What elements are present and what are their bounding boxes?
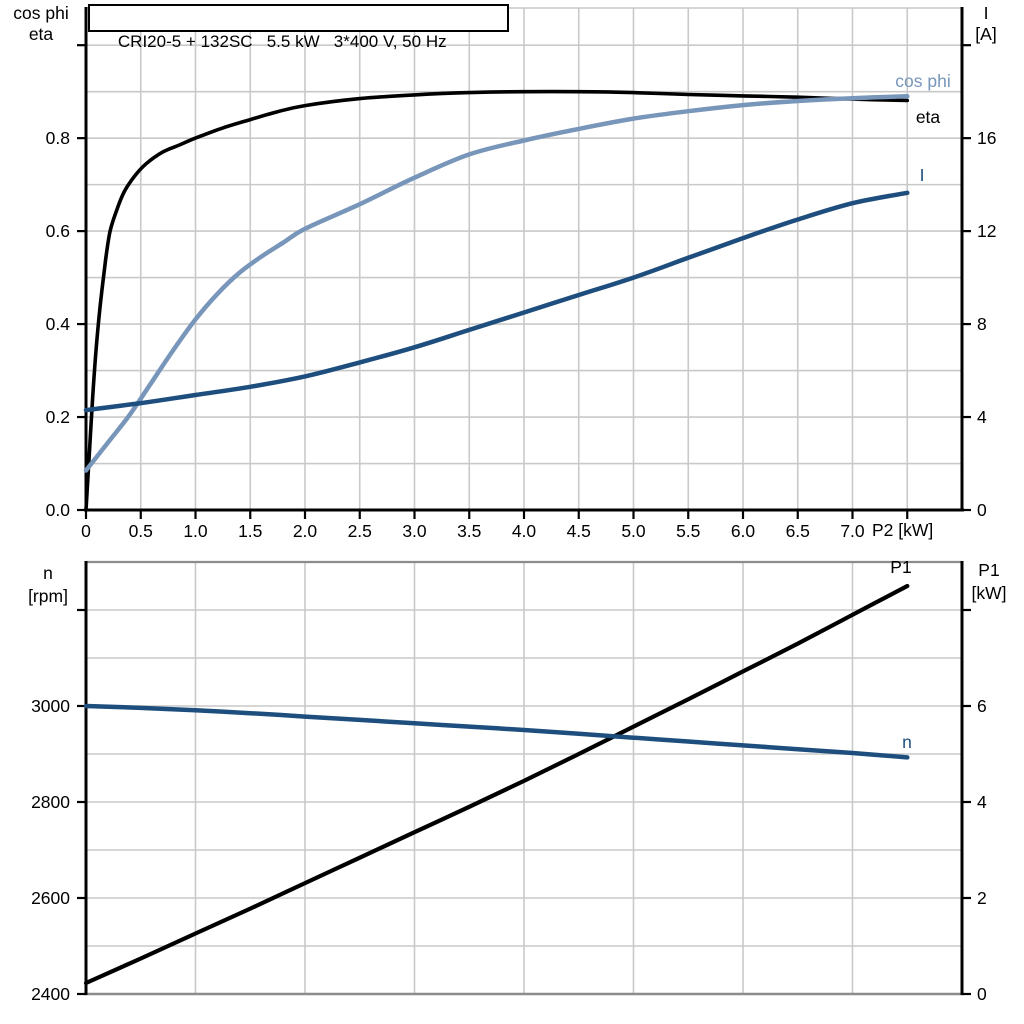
y-axis-right-tick-label: 8 [977, 314, 987, 334]
x-axis-tick-label: 6.5 [786, 521, 810, 541]
curve-cos-phi [83, 94, 910, 473]
axis-label-current-unit: [A] [975, 24, 997, 44]
x-axis-tick-label: 2.0 [293, 521, 318, 541]
axis-label-p1: P1 [978, 560, 1000, 580]
axis-label-speed-unit: [rpm] [28, 586, 68, 606]
axis-label-cos-phi: cos phi [13, 3, 69, 23]
y-axis-left-tick-label: 2600 [31, 888, 70, 908]
y-axis-left-tick-label: 2400 [31, 984, 70, 1004]
y-axis-left-tick-label: 2800 [31, 792, 70, 812]
bottom-right-axis-header: P1 [kW] [958, 559, 1020, 605]
y-axis-right-tick-label: 16 [977, 128, 996, 148]
y-axis-right-tick-label: 6 [977, 696, 987, 716]
y-axis-right-tick-label: 0 [977, 984, 987, 1004]
chart-title: CRI20-5 + 132SC 5.5 kW 3*400 V, 50 Hz [117, 32, 447, 51]
x-axis-tick-label: 3.0 [402, 521, 427, 541]
x-axis-unit-label: P2 [kW] [872, 520, 934, 540]
x-axis-tick-label: 4.0 [512, 521, 537, 541]
y-axis-left-tick-label: 3000 [31, 696, 70, 716]
x-axis-tick-label: 1.5 [238, 521, 262, 541]
bottom-left-axis-header: n [rpm] [8, 562, 88, 608]
curve-label-n: n [902, 732, 912, 752]
curve-eta [84, 89, 910, 512]
y-axis-left-tick-label: 0.8 [46, 128, 70, 148]
axis-label-speed: n [43, 563, 53, 583]
curve-i [83, 190, 910, 413]
x-axis-tick-label: 0.5 [129, 521, 153, 541]
top-right-axis-header: I [A] [962, 3, 1010, 45]
y-axis-left-tick-label: 0.4 [46, 314, 71, 334]
y-axis-right-tick-label: 0 [977, 500, 987, 520]
y-axis-right-tick-label: 4 [977, 407, 987, 427]
x-axis-tick-label: 5.0 [621, 521, 646, 541]
y-axis-left-tick-label: 0.0 [46, 500, 71, 520]
axis-label-current: I [983, 3, 989, 23]
top-left-axis-header: cos phi eta [4, 3, 78, 45]
x-axis-tick-label: 5.5 [676, 521, 700, 541]
x-axis-tick-label: 7.0 [840, 521, 865, 541]
x-axis-tick-label: 4.5 [567, 521, 591, 541]
x-axis-tick-label: 1.0 [183, 521, 208, 541]
x-axis-tick-label: 0 [81, 521, 91, 541]
x-axis-tick-label: 2.5 [348, 521, 372, 541]
x-axis-tick-label: 3.5 [457, 521, 481, 541]
curve-label-p1: P1 [890, 557, 912, 577]
curve-p1 [83, 583, 910, 986]
y-axis-right-tick-label: 4 [977, 792, 987, 812]
curve-label-eta: eta [915, 107, 941, 127]
x-axis-tick-label: 6.0 [731, 521, 756, 541]
y-axis-right-tick-label: 12 [977, 221, 996, 241]
axis-label-p1-unit: [kW] [971, 583, 1007, 603]
y-axis-right-tick-label: 2 [977, 888, 987, 908]
curve-n [83, 703, 910, 760]
curve-label-current: I [919, 165, 925, 185]
y-axis-left-tick-label: 0.6 [46, 221, 70, 241]
curve-label-cos-phi: cos phi [895, 71, 951, 91]
chart-title-box: CRI20-5 + 132SC 5.5 kW 3*400 V, 50 Hz [88, 4, 509, 51]
axis-label-eta: eta [28, 24, 54, 44]
y-axis-left-tick-label: 0.2 [46, 407, 70, 427]
